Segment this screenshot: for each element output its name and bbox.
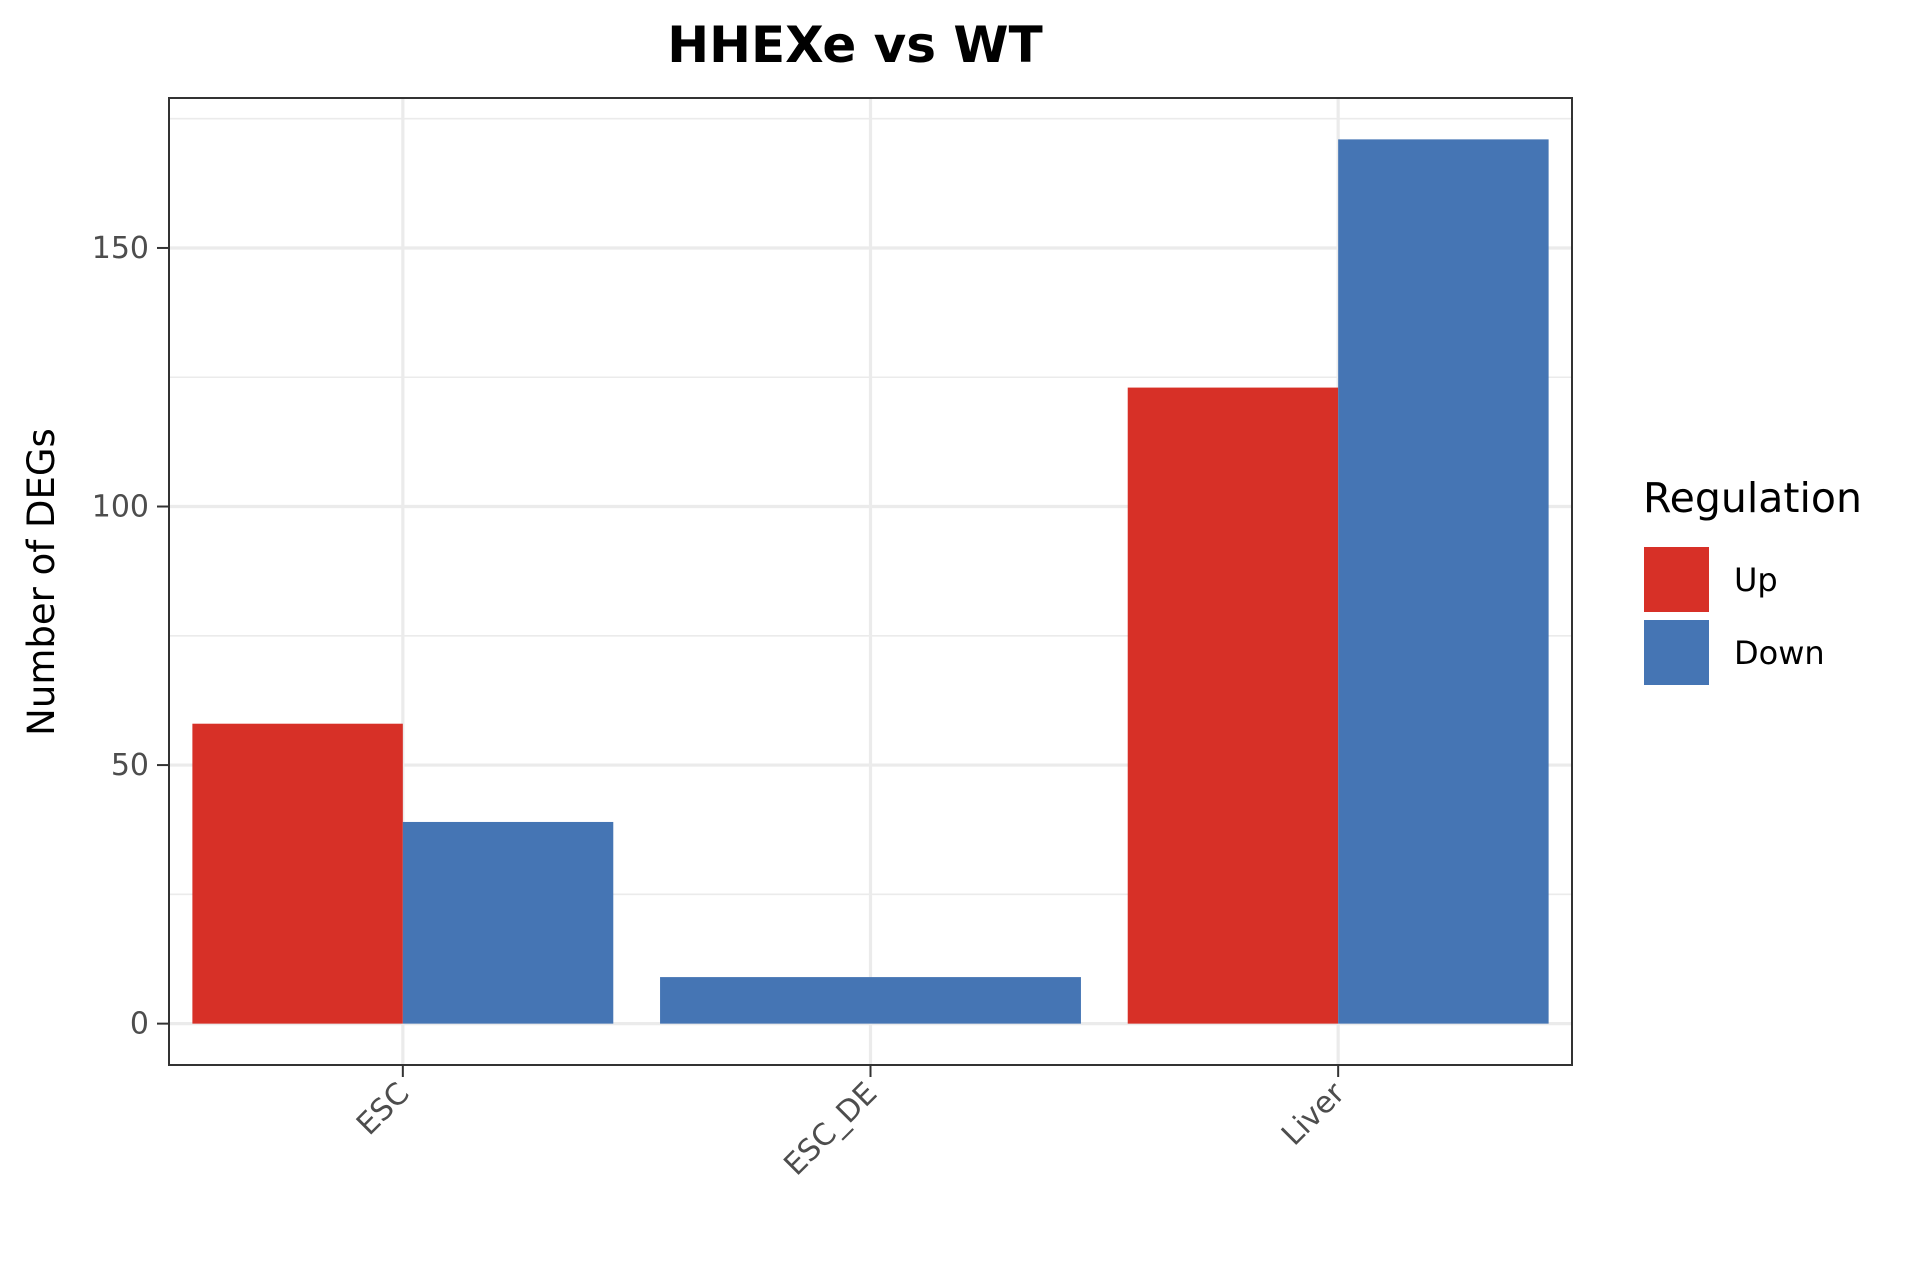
y-tick-label: 50 <box>111 748 149 783</box>
legend-title: Regulation <box>1643 474 1862 522</box>
bars-group <box>192 139 1549 1024</box>
x-axis: ESC ESC_DE Liver <box>350 1065 1352 1183</box>
bar-esc-down <box>402 821 614 1024</box>
legend-label-up: Up <box>1734 561 1778 599</box>
legend-key-up <box>1642 545 1711 614</box>
bar-liver-down <box>1338 139 1549 1024</box>
legend-label-down: Down <box>1734 634 1825 672</box>
y-tick-label: 100 <box>92 490 149 525</box>
x-tick-label: Liver <box>1275 1075 1352 1152</box>
y-tick-label: 150 <box>92 231 149 266</box>
bar-esc-up <box>192 723 403 1024</box>
y-tick-label: 0 <box>130 1007 149 1042</box>
x-tick-label: ESC_DE <box>777 1076 884 1183</box>
legend-key-down <box>1642 618 1711 687</box>
bar-liver-up <box>1127 387 1339 1024</box>
x-tick-label: ESC <box>350 1076 416 1142</box>
legend: Regulation Up Down <box>1642 474 1862 687</box>
bar-esc-de-down <box>660 977 1081 1024</box>
chart-title: HHEXe vs WT <box>667 16 1042 74</box>
y-axis-title: Number of DEGs <box>20 428 63 736</box>
y-axis: 0 50 100 150 <box>92 231 169 1042</box>
